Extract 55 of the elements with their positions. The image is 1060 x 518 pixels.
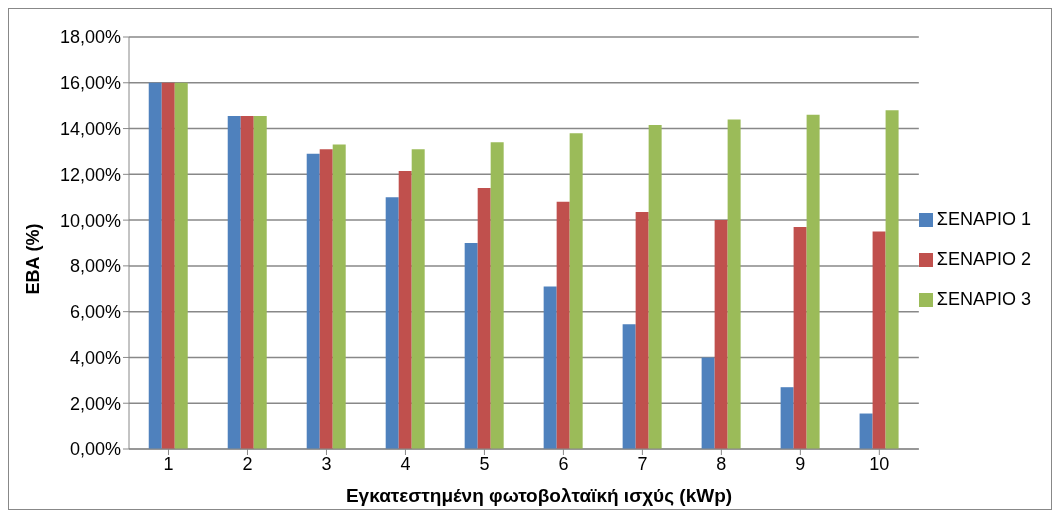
bar <box>306 153 320 449</box>
x-tick-label: 5 <box>479 453 490 474</box>
x-tick-label: 6 <box>558 453 569 474</box>
bar <box>635 212 649 449</box>
x-tick-label: 7 <box>637 453 648 474</box>
bar <box>793 226 807 449</box>
bar <box>240 115 254 449</box>
bar <box>174 82 188 449</box>
bar <box>398 170 412 449</box>
y-tick-label: 14,00% <box>59 118 121 139</box>
bar <box>161 82 175 449</box>
bar <box>648 125 662 449</box>
bar <box>464 243 478 449</box>
bar <box>714 220 728 449</box>
y-axis-title: ΕΒΑ (%) <box>22 223 44 295</box>
legend-label: ΣΕΝΑΡΙΟ 1 <box>936 209 1031 229</box>
x-axis-title: Εγκατεστημένη φωτοβολταϊκή ισχύς (kWp) <box>345 485 733 507</box>
bar <box>622 324 636 449</box>
y-tick-label: 2,00% <box>69 393 121 414</box>
x-tick-label: 4 <box>400 453 411 474</box>
bar <box>569 133 583 449</box>
bar <box>477 188 491 449</box>
bar <box>885 110 899 449</box>
bar <box>780 387 794 449</box>
bar <box>411 149 425 449</box>
bar <box>859 413 873 449</box>
bar <box>385 197 399 449</box>
y-tick-label: 18,00% <box>59 27 121 48</box>
bar <box>727 119 741 449</box>
bar <box>543 286 557 449</box>
y-tick-label: 8,00% <box>69 256 121 277</box>
legend-label: ΣΕΝΑΡΙΟ 2 <box>936 249 1031 269</box>
bar <box>332 144 346 449</box>
bar <box>253 115 267 449</box>
y-tick-label: 4,00% <box>69 347 121 368</box>
bar <box>227 115 241 449</box>
x-tick-label: 8 <box>716 453 727 474</box>
x-tick-label: 10 <box>869 453 890 474</box>
legend-label: ΣΕΝΑΡΙΟ 3 <box>936 289 1031 309</box>
bar <box>148 82 162 449</box>
y-tick-label: 12,00% <box>59 164 121 185</box>
bar <box>872 231 886 449</box>
x-tick-label: 2 <box>242 453 253 474</box>
bar <box>490 142 504 449</box>
bar <box>556 201 570 449</box>
y-tick-label: 0,00% <box>69 439 121 460</box>
y-tick-label: 6,00% <box>69 302 121 323</box>
bar <box>806 114 820 449</box>
bar <box>319 149 333 449</box>
x-tick-label: 3 <box>321 453 332 474</box>
x-tick-label: 1 <box>163 453 174 474</box>
bar <box>701 357 715 449</box>
x-tick-label: 9 <box>795 453 806 474</box>
y-tick-label: 16,00% <box>59 73 121 94</box>
y-tick-label: 10,00% <box>59 210 121 231</box>
